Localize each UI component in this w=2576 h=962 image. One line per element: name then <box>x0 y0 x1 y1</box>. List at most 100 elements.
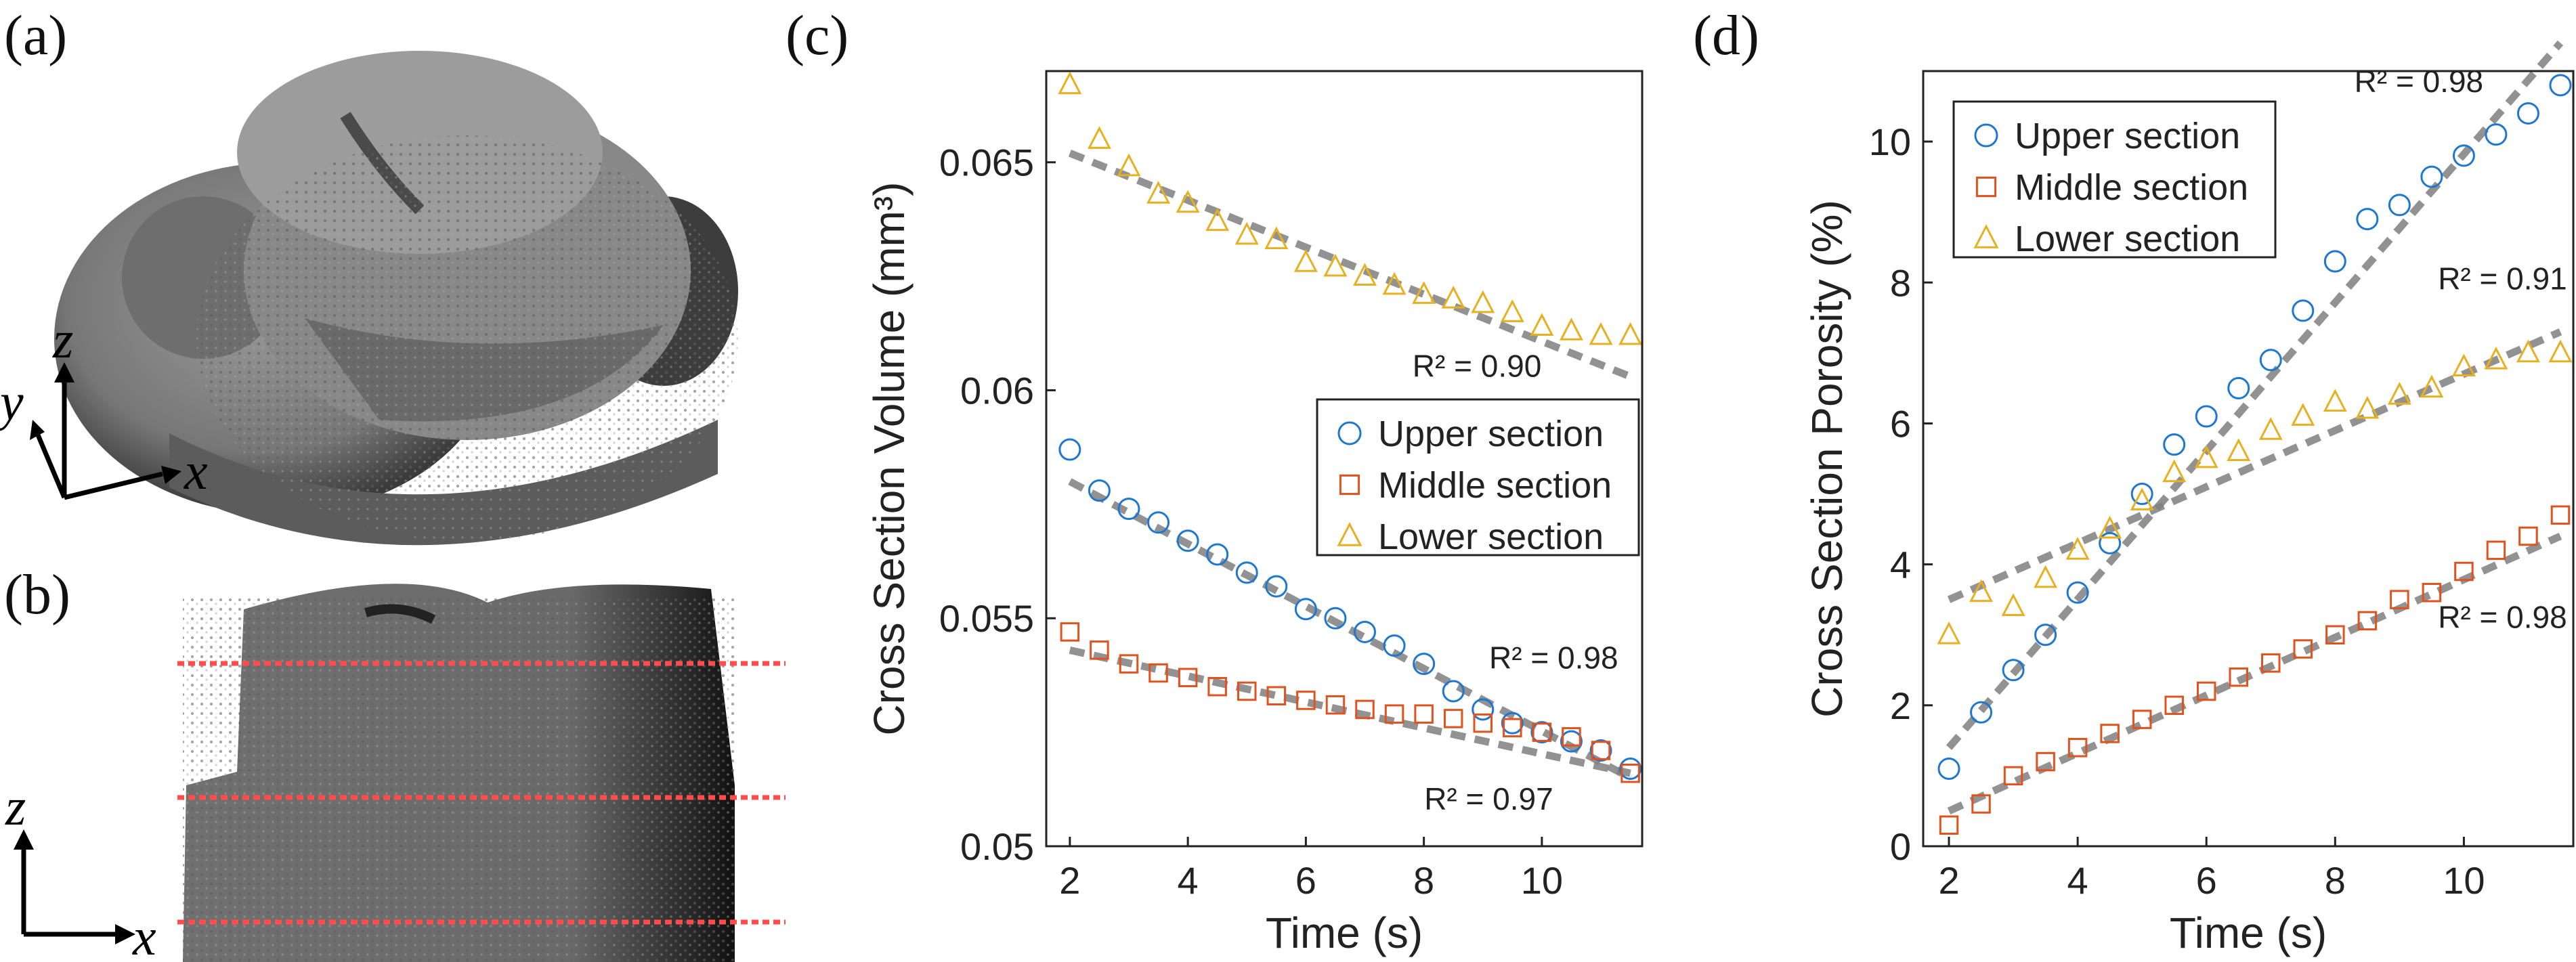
render-a <box>54 51 738 546</box>
d-xtick-label: 4 <box>2067 859 2088 902</box>
d-point-lower <box>2355 395 2380 419</box>
c-point-lower <box>1264 226 1289 250</box>
d-point-lower <box>2516 339 2540 363</box>
c-r2-annotation: R² = 0.98 <box>1489 640 1618 675</box>
c-point-lower <box>1176 190 1200 213</box>
chart-c-ylabel: Cross Section Volume (mm³) <box>865 182 914 736</box>
d-legend-label-middle: Middle section <box>2015 167 2248 208</box>
c-xtick-label: 10 <box>1521 859 1563 902</box>
d-point-upper <box>2549 74 2572 97</box>
d-point-lower <box>2548 339 2573 363</box>
d-point-lower <box>2420 374 2444 398</box>
panel-label-d: (d) <box>1693 4 1759 67</box>
c-xtick-label: 4 <box>1178 859 1199 902</box>
d-point-upper <box>2485 123 2508 146</box>
d-point-upper <box>2099 531 2122 554</box>
d-point-upper <box>2323 250 2346 273</box>
c-r2-annotation: R² = 0.90 <box>1413 348 1542 383</box>
chart-c-legend: Upper section Middle section Lower section <box>1316 398 1640 557</box>
d-point-lower <box>2001 593 2025 616</box>
c-r2-annotation: R² = 0.97 <box>1424 781 1553 816</box>
c-point-lower <box>1530 313 1554 336</box>
d-point-middle <box>2293 639 2313 659</box>
d-point-middle <box>2325 625 2345 644</box>
d-ytick-label: 6 <box>1890 402 1911 445</box>
c-point-middle <box>1149 663 1168 683</box>
d-ytick-label: 2 <box>1890 684 1911 727</box>
d-point-upper <box>2259 349 2282 372</box>
chart-c-plot-area <box>1045 70 1644 848</box>
d-xtick-label: 10 <box>2443 859 2485 902</box>
d-point-middle <box>2067 738 2088 758</box>
c-point-upper <box>1589 739 1612 762</box>
d-point-lower <box>2098 515 2122 539</box>
panel-label-a: (a) <box>4 4 68 67</box>
d-point-upper <box>2066 581 2089 604</box>
d-point-upper <box>2452 144 2475 167</box>
c-point-lower <box>1146 181 1171 204</box>
c-point-middle <box>1620 763 1640 783</box>
c-xtick-label: 2 <box>1059 859 1080 902</box>
axes-glyph-a <box>30 362 181 500</box>
axis-glyph-a-x: x <box>184 441 208 500</box>
c-point-lower <box>1353 263 1377 286</box>
d-legend-label-lower: Lower section <box>2015 219 2240 259</box>
c-point-middle <box>1325 695 1346 715</box>
c-point-upper <box>1294 598 1317 621</box>
d-point-lower <box>2451 353 2476 377</box>
c-legend-marker-middle <box>1339 474 1360 496</box>
d-point-lower <box>2227 438 2251 461</box>
d-point-middle <box>2229 667 2248 687</box>
d-fit-lower <box>1947 328 2562 603</box>
d-point-middle <box>2132 709 2152 729</box>
c-point-upper <box>1413 653 1436 676</box>
d-point-upper <box>2002 659 2025 682</box>
c-point-lower <box>1589 322 1613 345</box>
c-point-lower <box>1559 318 1583 341</box>
c-point-lower <box>1117 153 1141 177</box>
panel-label-b: (b) <box>4 563 70 626</box>
c-legend-label-upper: Upper section <box>1378 414 1604 454</box>
d-point-upper <box>1937 758 1960 780</box>
c-point-upper <box>1501 712 1524 735</box>
d-ytick-label: 10 <box>1869 121 1911 163</box>
render-b <box>183 584 735 962</box>
c-legend-marker-upper <box>1337 421 1362 445</box>
d-r2-annotation: R² = 0.98 <box>2355 64 2484 99</box>
d-point-middle <box>2390 590 2409 609</box>
c-point-upper <box>1176 529 1199 552</box>
d-r2-annotation: R² = 0.98 <box>2438 599 2567 634</box>
c-legend-marker-lower <box>1337 522 1362 546</box>
c-point-middle <box>1562 727 1581 747</box>
d-point-lower <box>1969 579 1994 603</box>
axis-glyph-b-z: z <box>5 777 26 836</box>
c-point-lower <box>1087 126 1111 149</box>
c-xtick-label: 6 <box>1295 859 1316 902</box>
c-point-upper <box>1383 634 1406 657</box>
d-ytick-label: 4 <box>1890 544 1911 586</box>
d-point-middle <box>2357 611 2378 631</box>
c-xtick-label: 8 <box>1413 859 1434 902</box>
d-point-lower <box>2258 417 2283 440</box>
c-point-middle <box>1503 718 1522 738</box>
c-point-lower <box>1412 281 1436 304</box>
axis-glyph-b-x: x <box>132 907 156 962</box>
d-point-lower <box>2194 445 2218 468</box>
c-point-lower <box>1382 271 1407 295</box>
d-point-middle <box>2164 695 2184 716</box>
chart-d-ylabel: Cross Section Porosity (%) <box>1803 200 1851 718</box>
c-ytick-label: 0.06 <box>960 369 1034 412</box>
d-point-middle <box>2454 561 2474 582</box>
chart-d-legend: Upper section Middle section Lower section <box>1952 100 2277 259</box>
c-point-middle <box>1266 686 1287 705</box>
d-point-upper <box>2516 102 2539 125</box>
chart-d-plot-area <box>1922 70 2575 848</box>
c-point-middle <box>1384 704 1404 724</box>
d-point-middle <box>1971 794 1991 814</box>
d-point-upper <box>2420 165 2443 188</box>
d-point-upper <box>2227 376 2250 399</box>
c-ytick-label: 0.055 <box>939 597 1034 640</box>
d-legend-label-upper: Upper section <box>2015 116 2240 156</box>
